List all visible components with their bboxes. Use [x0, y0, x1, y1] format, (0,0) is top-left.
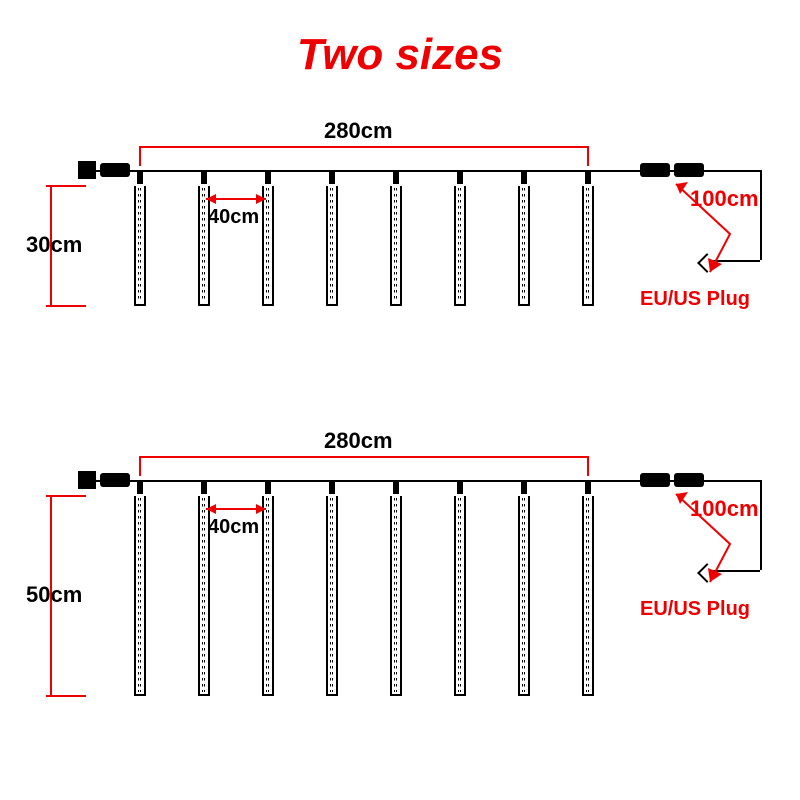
- tube-hanger: [137, 170, 143, 184]
- main-wire: [78, 170, 700, 172]
- left-end-block: [78, 161, 96, 179]
- left-connector: [100, 163, 130, 177]
- main-title: Two sizes: [0, 30, 800, 80]
- diagram-1: 280cm 40cm 50cm 100cm EU/US Plug: [0, 430, 800, 800]
- spacing-arrow-icon: [204, 502, 268, 516]
- height-dim-tick-t: [46, 185, 86, 187]
- tube-hanger: [265, 480, 271, 494]
- right-connector-a: [640, 163, 670, 177]
- width-dim-tick-r: [587, 456, 589, 476]
- width-dim-bar: [140, 146, 588, 148]
- left-connector: [100, 473, 130, 487]
- cable-ext: [700, 170, 760, 172]
- tube-hanger: [393, 170, 399, 184]
- plug-cable-label: 100cm: [690, 496, 759, 522]
- tube-hanger: [585, 170, 591, 184]
- height-label: 30cm: [26, 232, 82, 258]
- width-label: 280cm: [324, 118, 393, 144]
- tube-hanger: [201, 480, 207, 494]
- spacing-label: 40cm: [208, 206, 259, 229]
- height-dim-tick-t: [46, 495, 86, 497]
- spacing-arrow-icon: [204, 192, 268, 206]
- led-tube: [390, 496, 402, 696]
- plug-label: EU/US Plug: [640, 598, 750, 621]
- led-tube: [518, 496, 530, 696]
- led-tube: [582, 496, 594, 696]
- led-tube: [134, 496, 146, 696]
- led-tube: [582, 186, 594, 306]
- tube-hanger: [329, 170, 335, 184]
- main-wire: [78, 480, 700, 482]
- diagram-0: 280cm 40cm 30cm 100cm EU/US Plug: [0, 120, 800, 410]
- tube-hanger: [521, 480, 527, 494]
- plug-cable-label: 100cm: [690, 186, 759, 212]
- led-tube: [454, 496, 466, 696]
- led-tube: [326, 186, 338, 306]
- height-dim-tick-b: [46, 695, 86, 697]
- tube-hanger: [521, 170, 527, 184]
- right-connector-a: [640, 473, 670, 487]
- led-tube: [326, 496, 338, 696]
- tube-hanger: [137, 480, 143, 494]
- width-label: 280cm: [324, 428, 393, 454]
- width-dim-tick-l: [139, 146, 141, 166]
- cable-ext: [700, 480, 760, 482]
- tube-hanger: [265, 170, 271, 184]
- tube-hanger: [585, 480, 591, 494]
- led-tube: [454, 186, 466, 306]
- width-dim-tick-l: [139, 456, 141, 476]
- height-label: 50cm: [26, 582, 82, 608]
- led-tube: [262, 496, 274, 696]
- plug-label: EU/US Plug: [640, 288, 750, 311]
- left-end-block: [78, 471, 96, 489]
- spacing-label: 40cm: [208, 516, 259, 539]
- height-dim-tick-b: [46, 305, 86, 307]
- tube-hanger: [457, 480, 463, 494]
- led-tube: [518, 186, 530, 306]
- width-dim-tick-r: [587, 146, 589, 166]
- width-dim-bar: [140, 456, 588, 458]
- led-tube: [134, 186, 146, 306]
- tube-hanger: [201, 170, 207, 184]
- tube-hanger: [457, 170, 463, 184]
- tube-hanger: [393, 480, 399, 494]
- led-tube: [390, 186, 402, 306]
- tube-hanger: [329, 480, 335, 494]
